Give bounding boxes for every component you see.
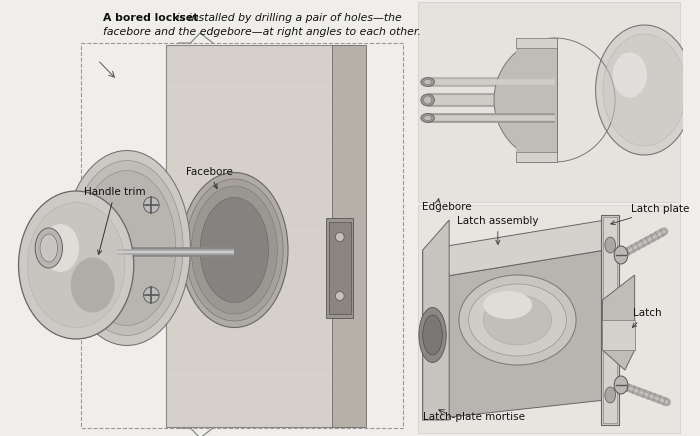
- Ellipse shape: [19, 191, 134, 339]
- Text: facebore and the edgebore—at right angles to each other.: facebore and the edgebore—at right angle…: [102, 27, 421, 37]
- Ellipse shape: [64, 150, 190, 345]
- Ellipse shape: [424, 116, 432, 120]
- Bar: [603, 217, 617, 423]
- Polygon shape: [423, 220, 449, 420]
- Ellipse shape: [421, 94, 435, 106]
- Ellipse shape: [614, 246, 628, 264]
- Bar: [515, 38, 557, 48]
- Ellipse shape: [421, 78, 435, 86]
- Ellipse shape: [200, 198, 269, 303]
- Ellipse shape: [35, 228, 62, 268]
- Ellipse shape: [329, 241, 351, 279]
- Ellipse shape: [614, 376, 628, 394]
- Ellipse shape: [469, 284, 566, 356]
- Polygon shape: [603, 275, 635, 370]
- Ellipse shape: [424, 79, 432, 85]
- Text: Latch plate: Latch plate: [611, 204, 689, 225]
- Ellipse shape: [605, 237, 615, 253]
- Bar: [515, 152, 557, 162]
- Ellipse shape: [419, 307, 446, 362]
- Text: A bored lockset: A bored lockset: [102, 13, 198, 23]
- Bar: [332, 45, 366, 427]
- Ellipse shape: [596, 25, 693, 155]
- Ellipse shape: [335, 292, 344, 300]
- Ellipse shape: [335, 232, 344, 242]
- Bar: [326, 218, 354, 318]
- Text: Handle trim: Handle trim: [84, 187, 146, 254]
- Ellipse shape: [483, 295, 552, 345]
- Polygon shape: [423, 220, 606, 280]
- Wedge shape: [494, 38, 554, 162]
- Bar: [601, 215, 619, 425]
- Ellipse shape: [144, 197, 159, 213]
- Text: Latch-plate mortise: Latch-plate mortise: [423, 412, 525, 422]
- Text: is installed by drilling a pair of holes—the: is installed by drilling a pair of holes…: [173, 13, 402, 23]
- Ellipse shape: [483, 291, 532, 319]
- Ellipse shape: [42, 224, 79, 272]
- Bar: [81, 43, 403, 428]
- Ellipse shape: [421, 113, 435, 123]
- Ellipse shape: [181, 173, 288, 327]
- Ellipse shape: [191, 186, 277, 314]
- Bar: [418, 2, 680, 202]
- Ellipse shape: [71, 258, 115, 313]
- Bar: [515, 38, 557, 162]
- Bar: [166, 45, 356, 427]
- Ellipse shape: [423, 315, 442, 355]
- Text: Latch: Latch: [632, 308, 662, 327]
- Bar: [418, 205, 680, 433]
- Ellipse shape: [459, 275, 576, 365]
- Ellipse shape: [612, 52, 647, 98]
- Text: Latch assembly: Latch assembly: [457, 216, 538, 244]
- Text: Edgebore: Edgebore: [422, 202, 471, 212]
- Ellipse shape: [78, 170, 176, 326]
- Ellipse shape: [186, 179, 284, 321]
- Ellipse shape: [603, 34, 686, 146]
- Bar: [603, 320, 635, 350]
- Ellipse shape: [71, 160, 183, 335]
- Ellipse shape: [144, 287, 159, 303]
- Ellipse shape: [605, 387, 615, 403]
- Polygon shape: [423, 250, 606, 420]
- Text: Facebore: Facebore: [186, 167, 232, 188]
- Ellipse shape: [333, 247, 346, 273]
- Ellipse shape: [40, 234, 57, 262]
- Ellipse shape: [424, 96, 432, 104]
- Bar: [329, 222, 351, 314]
- Bar: [515, 38, 557, 162]
- Ellipse shape: [27, 202, 125, 327]
